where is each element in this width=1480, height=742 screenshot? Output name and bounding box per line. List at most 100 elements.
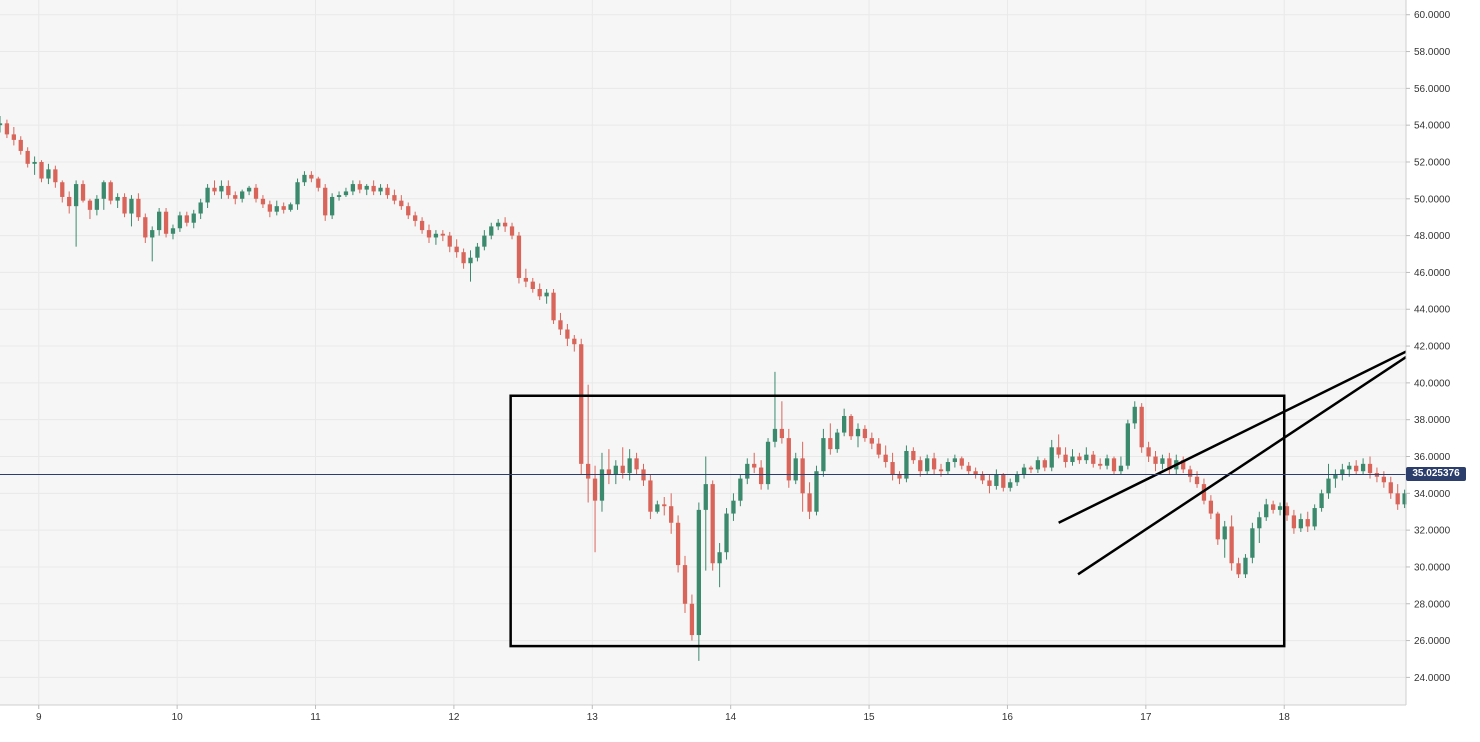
candle-body: [371, 185, 376, 192]
candle-body: [952, 458, 958, 463]
candle-body: [32, 161, 37, 164]
candle-body: [440, 233, 445, 236]
candle-body: [973, 471, 978, 475]
candle-body: [890, 462, 895, 475]
candle-body: [1215, 513, 1220, 540]
candle-body: [1146, 447, 1151, 457]
candle-body: [46, 169, 51, 179]
candle-body: [745, 463, 750, 479]
candle-body: [240, 191, 245, 199]
candle-body: [648, 480, 653, 512]
candle-body: [1181, 460, 1186, 470]
candle-body: [0, 123, 3, 126]
candle-body: [1056, 447, 1061, 455]
candle-body: [592, 478, 598, 501]
candle-body: [323, 187, 328, 216]
candle-body: [496, 222, 501, 227]
candle-body: [150, 230, 155, 238]
candle-body: [1194, 476, 1200, 485]
candle-body: [454, 246, 459, 253]
candle-body: [738, 478, 743, 501]
candle-body: [1001, 474, 1006, 488]
candle-body: [475, 246, 480, 258]
candle-body: [87, 200, 93, 210]
candle-body: [336, 195, 342, 197]
x-axis: 9 10 11 12 13 14 15 16 17 18: [36, 705, 1290, 723]
candle-body: [565, 329, 570, 339]
candle-body: [260, 198, 266, 205]
candle-body: [620, 465, 625, 474]
candle-body: [399, 200, 404, 207]
candle-body: [392, 195, 397, 201]
candle-body: [136, 198, 141, 218]
candle-body: [530, 281, 535, 289]
candle-body: [758, 467, 764, 485]
candle-body: [1077, 456, 1082, 461]
candle-body: [516, 235, 522, 278]
candle-body: [765, 441, 771, 485]
candle-body: [717, 552, 722, 564]
candle-body: [253, 187, 259, 199]
candle-body: [772, 428, 778, 442]
candle-body: [821, 438, 826, 472]
candle-body: [1139, 406, 1144, 448]
candle-body: [842, 416, 847, 433]
candle-body: [108, 182, 113, 201]
y-tick-label: 50.0000: [1414, 194, 1451, 205]
candle-body: [295, 182, 300, 205]
trendline: [1077, 356, 1407, 576]
candle-body: [1271, 504, 1276, 510]
candle-body: [1118, 465, 1124, 472]
y-tick-label: 24.0000: [1414, 673, 1451, 684]
candle-body: [696, 509, 701, 636]
candle-body: [1167, 458, 1172, 470]
candle-body: [191, 213, 196, 223]
x-tick-label: 9: [36, 712, 42, 723]
candle-body: [184, 215, 189, 223]
candle-body: [1347, 465, 1352, 470]
candle-body: [1250, 528, 1255, 558]
candle-body: [433, 233, 439, 238]
candle-body: [1277, 506, 1283, 510]
candle-body: [994, 474, 999, 486]
trendline: [1058, 350, 1407, 524]
candle-body: [1008, 482, 1013, 488]
candle-body: [267, 204, 272, 212]
candle-body: [855, 428, 861, 437]
candle-body: [1125, 423, 1130, 466]
candle-body: [579, 344, 584, 464]
candle-body: [1021, 467, 1027, 475]
grid-lines: [0, 0, 1406, 705]
candle-body: [447, 235, 452, 247]
candle-body: [1381, 476, 1387, 483]
candle-body: [599, 469, 605, 501]
candle-body: [39, 161, 44, 179]
candle-body: [163, 211, 169, 234]
candle-body: [1028, 467, 1034, 470]
candle-body: [925, 458, 930, 472]
candle-body: [1305, 519, 1310, 527]
x-tick-label: 14: [725, 712, 737, 723]
y-tick-label: 36.0000: [1414, 452, 1451, 463]
candle-body: [703, 484, 708, 510]
y-tick-label: 42.0000: [1414, 342, 1451, 353]
candle-body: [489, 226, 494, 236]
candle-body: [627, 458, 632, 474]
candle-body: [828, 438, 833, 450]
x-tick-label: 18: [1279, 712, 1291, 723]
candle-body: [869, 438, 874, 444]
candle-body: [509, 226, 515, 236]
candle-body: [1104, 458, 1110, 466]
candle-body: [1243, 557, 1248, 575]
candle-body: [1160, 458, 1165, 464]
candle-body: [1111, 458, 1117, 472]
candle-body: [1388, 482, 1393, 494]
candle-body: [413, 215, 418, 221]
candle-body: [1014, 474, 1020, 483]
candle-body: [1354, 465, 1359, 472]
y-axis: 24.0000 26.0000 28.0000 30.0000 32.0000 34.00…: [1406, 10, 1451, 684]
candle-body: [911, 450, 916, 461]
candle-body: [1063, 454, 1068, 463]
